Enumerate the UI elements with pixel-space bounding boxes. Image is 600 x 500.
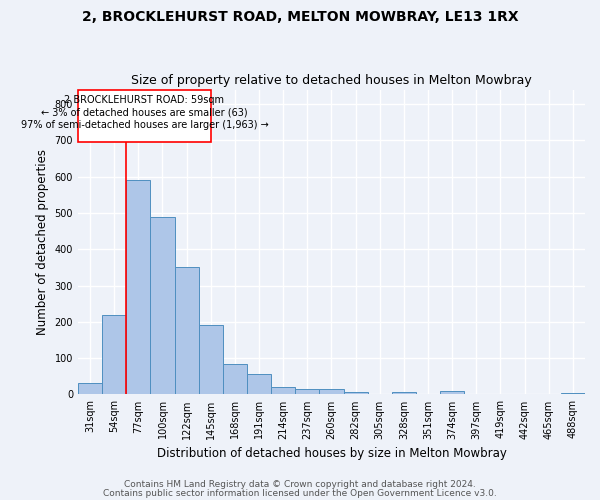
Bar bbox=[102, 316, 126, 394]
Text: 2, BROCKLEHURST ROAD, MELTON MOWBRAY, LE13 1RX: 2, BROCKLEHURST ROAD, MELTON MOWBRAY, LE… bbox=[82, 10, 518, 24]
Bar bbox=[392, 392, 416, 394]
Bar bbox=[344, 392, 368, 394]
Bar bbox=[223, 364, 247, 394]
Bar bbox=[199, 326, 223, 394]
Bar bbox=[151, 216, 175, 394]
Y-axis label: Number of detached properties: Number of detached properties bbox=[36, 149, 49, 335]
Text: Contains public sector information licensed under the Open Government Licence v3: Contains public sector information licen… bbox=[103, 490, 497, 498]
Title: Size of property relative to detached houses in Melton Mowbray: Size of property relative to detached ho… bbox=[131, 74, 532, 87]
X-axis label: Distribution of detached houses by size in Melton Mowbray: Distribution of detached houses by size … bbox=[157, 447, 506, 460]
Bar bbox=[440, 391, 464, 394]
Text: ← 3% of detached houses are smaller (63): ← 3% of detached houses are smaller (63) bbox=[41, 107, 248, 117]
Bar bbox=[319, 388, 344, 394]
Bar bbox=[78, 383, 102, 394]
FancyBboxPatch shape bbox=[78, 90, 211, 142]
Bar bbox=[175, 268, 199, 394]
Text: Contains HM Land Registry data © Crown copyright and database right 2024.: Contains HM Land Registry data © Crown c… bbox=[124, 480, 476, 489]
Bar bbox=[295, 388, 319, 394]
Bar bbox=[247, 374, 271, 394]
Bar bbox=[126, 180, 151, 394]
Text: 97% of semi-detached houses are larger (1,963) →: 97% of semi-detached houses are larger (… bbox=[20, 120, 268, 130]
Text: 2 BROCKLEHURST ROAD: 59sqm: 2 BROCKLEHURST ROAD: 59sqm bbox=[64, 94, 224, 104]
Bar bbox=[271, 387, 295, 394]
